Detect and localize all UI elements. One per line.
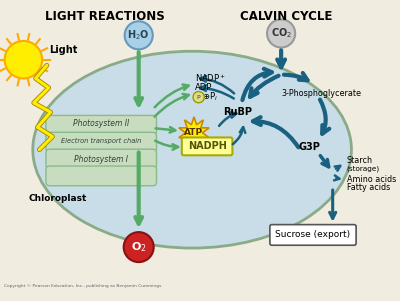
Text: P: P	[197, 95, 200, 100]
Text: +$\mathregular{\oplus}$P$_i$: +$\mathregular{\oplus}$P$_i$	[195, 91, 218, 104]
Ellipse shape	[33, 51, 352, 248]
Text: NADP$^+$: NADP$^+$	[195, 73, 226, 84]
Text: Sucrose (export): Sucrose (export)	[276, 231, 350, 239]
Polygon shape	[179, 117, 209, 149]
Circle shape	[267, 19, 295, 48]
Text: (storage): (storage)	[347, 165, 380, 172]
Text: O$_2$: O$_2$	[131, 240, 146, 254]
Text: 3-Phosphoglycerate: 3-Phosphoglycerate	[282, 89, 362, 98]
Text: LIGHT REACTIONS: LIGHT REACTIONS	[45, 10, 165, 23]
Text: Chloroplast: Chloroplast	[29, 194, 87, 203]
Circle shape	[125, 21, 153, 49]
Text: Light: Light	[49, 45, 77, 55]
FancyBboxPatch shape	[46, 132, 156, 152]
FancyBboxPatch shape	[46, 149, 156, 169]
Text: Starch: Starch	[347, 157, 373, 165]
Text: H$_2$O: H$_2$O	[127, 28, 150, 42]
Text: Photosystem I: Photosystem I	[74, 154, 128, 163]
FancyBboxPatch shape	[46, 116, 156, 135]
Circle shape	[193, 92, 204, 103]
Text: CALVIN CYCLE: CALVIN CYCLE	[240, 10, 332, 23]
FancyBboxPatch shape	[182, 138, 232, 155]
Text: ADP: ADP	[195, 83, 212, 92]
Text: ATP: ATP	[184, 128, 204, 137]
Text: Copyright © Pearson Education, Inc., publishing as Benjamin Cummings.: Copyright © Pearson Education, Inc., pub…	[4, 284, 162, 288]
FancyBboxPatch shape	[270, 225, 356, 245]
Text: Amino acids: Amino acids	[347, 175, 396, 184]
Text: CO$_2$: CO$_2$	[270, 26, 292, 40]
FancyBboxPatch shape	[46, 166, 156, 186]
Text: Electron transport chain: Electron transport chain	[61, 138, 141, 144]
Circle shape	[5, 41, 42, 79]
Text: NADPH: NADPH	[188, 141, 226, 151]
Text: G3P: G3P	[298, 142, 320, 152]
Text: Fatty acids: Fatty acids	[347, 183, 390, 192]
Circle shape	[124, 232, 154, 262]
Text: RuBP: RuBP	[224, 107, 252, 117]
Text: Photosystem II: Photosystem II	[73, 119, 129, 128]
